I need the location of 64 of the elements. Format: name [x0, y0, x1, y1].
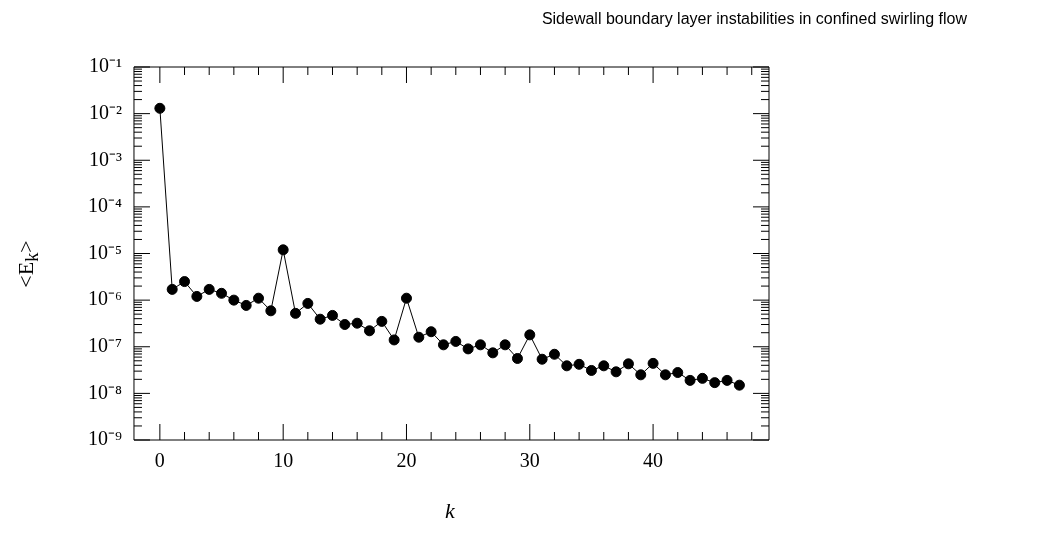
- point: [302, 297, 314, 309]
- point: [672, 367, 684, 379]
- point: [376, 315, 388, 327]
- point: [339, 319, 351, 330]
- point: [573, 358, 585, 370]
- point: [474, 339, 486, 351]
- point: [487, 347, 499, 359]
- point: [684, 374, 696, 386]
- point: [548, 348, 560, 360]
- point: [622, 358, 634, 370]
- y-tick-label: 10⁻⁵: [87, 240, 122, 263]
- point: [635, 369, 647, 381]
- point: [400, 292, 412, 304]
- x-axis-title: k: [445, 498, 455, 524]
- point: [203, 283, 215, 295]
- point: [561, 360, 573, 372]
- point: [216, 287, 228, 299]
- point: [450, 335, 462, 347]
- point: [154, 102, 166, 114]
- point: [709, 377, 721, 389]
- y-tick-label: 10⁻⁴: [87, 194, 122, 217]
- point: [733, 379, 745, 391]
- point: [363, 325, 375, 337]
- point: [462, 343, 474, 355]
- y-tick-label: 10⁻¹: [88, 54, 122, 77]
- y-tick-label: 10⁻⁸: [87, 380, 122, 403]
- point: [659, 369, 671, 381]
- point: [166, 283, 178, 295]
- point: [277, 244, 289, 256]
- point: [598, 360, 610, 372]
- point: [253, 292, 265, 304]
- point: [265, 305, 277, 317]
- point: [228, 294, 240, 306]
- point: [314, 313, 326, 325]
- point: [351, 317, 363, 329]
- point: [499, 339, 511, 351]
- point: [179, 276, 191, 288]
- point: [388, 334, 400, 346]
- chart-title: Sidewall boundary layer instabilities in confined swirling flow: [541, 10, 967, 28]
- point: [585, 364, 597, 376]
- point: [290, 307, 301, 319]
- y-tick-label: 10⁻²: [88, 100, 122, 123]
- point: [610, 366, 622, 378]
- y-tick-label: 10⁻⁶: [87, 287, 122, 310]
- point: [191, 290, 203, 302]
- point: [240, 299, 252, 311]
- y-tick-label: 10⁻⁷: [87, 334, 122, 356]
- x-tick-label: 40: [643, 449, 664, 472]
- point: [511, 352, 523, 364]
- point: [327, 309, 338, 321]
- point: [721, 374, 733, 386]
- point: [647, 357, 659, 369]
- x-tick-label: 0: [154, 449, 165, 472]
- y-tick-label: 10⁻³: [88, 147, 122, 170]
- point: [437, 339, 449, 351]
- point: [425, 326, 437, 338]
- point: [413, 331, 425, 343]
- y-tick-label: 10⁻⁹: [87, 427, 122, 450]
- x-tick-label: 30: [519, 449, 540, 472]
- point: [696, 372, 708, 384]
- x-tick-label: 10: [273, 449, 294, 472]
- point: [524, 329, 536, 341]
- point: [536, 353, 548, 365]
- x-tick-label: 20: [396, 449, 417, 472]
